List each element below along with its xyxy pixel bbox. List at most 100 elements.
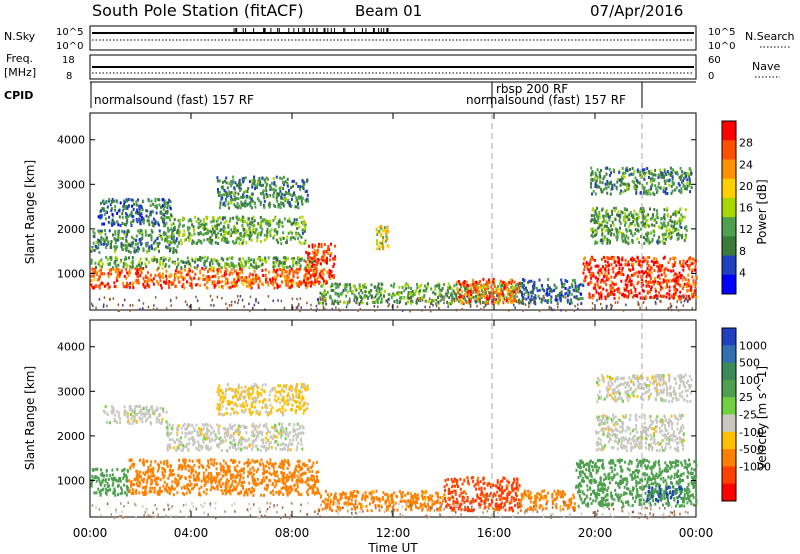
echo-cell bbox=[523, 278, 526, 282]
echo-cell bbox=[468, 301, 471, 305]
echo-cell bbox=[307, 256, 310, 260]
scatter-cell bbox=[637, 301, 639, 304]
scatter-cell bbox=[521, 298, 524, 302]
echo-cell bbox=[237, 192, 240, 196]
scatter-cell bbox=[508, 309, 510, 312]
colorbar-tick-label: 16 bbox=[739, 202, 753, 215]
scatter-cell bbox=[123, 298, 126, 302]
echo-cell bbox=[564, 287, 567, 290]
echo-cell bbox=[288, 201, 291, 205]
echo-cell bbox=[656, 240, 659, 244]
echo-cell bbox=[150, 490, 153, 493]
echo-cell bbox=[691, 275, 694, 279]
echo-cell bbox=[257, 283, 260, 287]
echo-cell bbox=[153, 247, 156, 251]
echo-cell bbox=[662, 235, 665, 239]
echo-cell bbox=[538, 288, 541, 292]
scatter-cell bbox=[435, 304, 438, 308]
echo-cell bbox=[105, 243, 108, 247]
echo-cell bbox=[273, 203, 275, 207]
echo-cell bbox=[329, 272, 332, 276]
scatter-cell bbox=[92, 304, 94, 308]
echo-cell bbox=[611, 255, 613, 259]
echo-cell bbox=[664, 233, 667, 236]
echo-cell bbox=[142, 463, 145, 467]
date-label: 07/Apr/2016 bbox=[590, 2, 683, 20]
echo-cell bbox=[560, 293, 563, 297]
echo-cell bbox=[313, 253, 316, 257]
echo-cell bbox=[449, 302, 452, 306]
echo-cell bbox=[182, 282, 185, 286]
echo-cell bbox=[213, 487, 216, 491]
echo-cell bbox=[163, 222, 166, 226]
echo-cell bbox=[616, 228, 619, 232]
echo-cell bbox=[107, 274, 110, 278]
scatter-cell bbox=[316, 298, 319, 301]
echo-cell bbox=[299, 280, 302, 284]
scatter-cell bbox=[645, 306, 648, 310]
echo-cell bbox=[623, 207, 626, 211]
echo-cell bbox=[171, 236, 173, 240]
echo-cell bbox=[671, 181, 674, 185]
echo-cell bbox=[594, 185, 597, 189]
echo-cell bbox=[105, 283, 108, 287]
echo-cell bbox=[552, 288, 555, 292]
echo-cell bbox=[477, 295, 480, 299]
echo-cell bbox=[599, 291, 602, 295]
echo-cell bbox=[193, 215, 196, 219]
echo-cell bbox=[447, 282, 450, 286]
echo-cell bbox=[480, 283, 483, 287]
echo-cell bbox=[297, 236, 300, 240]
echo-cell bbox=[101, 229, 104, 233]
echo-cell bbox=[240, 202, 243, 206]
echo-cell bbox=[494, 290, 497, 294]
echo-cell bbox=[232, 266, 235, 270]
echo-cell bbox=[241, 271, 244, 275]
echo-cell bbox=[625, 288, 627, 292]
echo-cell bbox=[285, 265, 288, 269]
echo-cell bbox=[188, 465, 190, 468]
echo-cell bbox=[407, 286, 410, 290]
echo-cell bbox=[366, 302, 369, 306]
scatter-cell bbox=[255, 300, 257, 303]
echo-cell bbox=[246, 202, 249, 206]
echo-cell bbox=[312, 461, 315, 465]
echo-cell bbox=[625, 168, 628, 172]
scatter-cell bbox=[237, 301, 239, 305]
echo-cell bbox=[670, 224, 673, 228]
echo-cell bbox=[661, 233, 664, 237]
echo-cell bbox=[670, 191, 673, 195]
echo-cell bbox=[231, 281, 234, 285]
echo-cell bbox=[300, 493, 303, 497]
echo-cell bbox=[241, 234, 244, 238]
echo-cell bbox=[478, 293, 480, 297]
nsky-tick-bottom: 10^0 bbox=[56, 41, 83, 52]
echo-cell bbox=[382, 235, 385, 239]
echo-cell bbox=[642, 283, 645, 287]
echo-cell bbox=[404, 284, 407, 288]
echo-cell bbox=[634, 294, 637, 298]
echo-cell bbox=[455, 293, 458, 297]
echo-cell bbox=[217, 194, 220, 197]
echo-cell bbox=[132, 281, 135, 285]
echo-cell bbox=[301, 215, 304, 219]
echo-cell bbox=[298, 196, 301, 200]
echo-cell bbox=[156, 268, 159, 272]
echo-cell bbox=[229, 233, 232, 237]
echo-cell bbox=[249, 263, 252, 267]
echo-cell bbox=[656, 261, 659, 265]
scatter-cell bbox=[421, 299, 424, 302]
echo-cell bbox=[624, 223, 626, 227]
echo-cell bbox=[114, 268, 117, 272]
echo-cell bbox=[137, 275, 140, 278]
echo-cell bbox=[307, 253, 310, 257]
echo-cell bbox=[281, 196, 284, 200]
echo-cell bbox=[161, 237, 164, 241]
echo-cell bbox=[653, 218, 656, 222]
echo-cell bbox=[649, 169, 652, 173]
echo-cell bbox=[633, 223, 636, 227]
echo-cell bbox=[118, 215, 121, 219]
echo-cell bbox=[640, 265, 643, 269]
echo-cell bbox=[157, 469, 159, 473]
echo-cell bbox=[661, 174, 664, 178]
